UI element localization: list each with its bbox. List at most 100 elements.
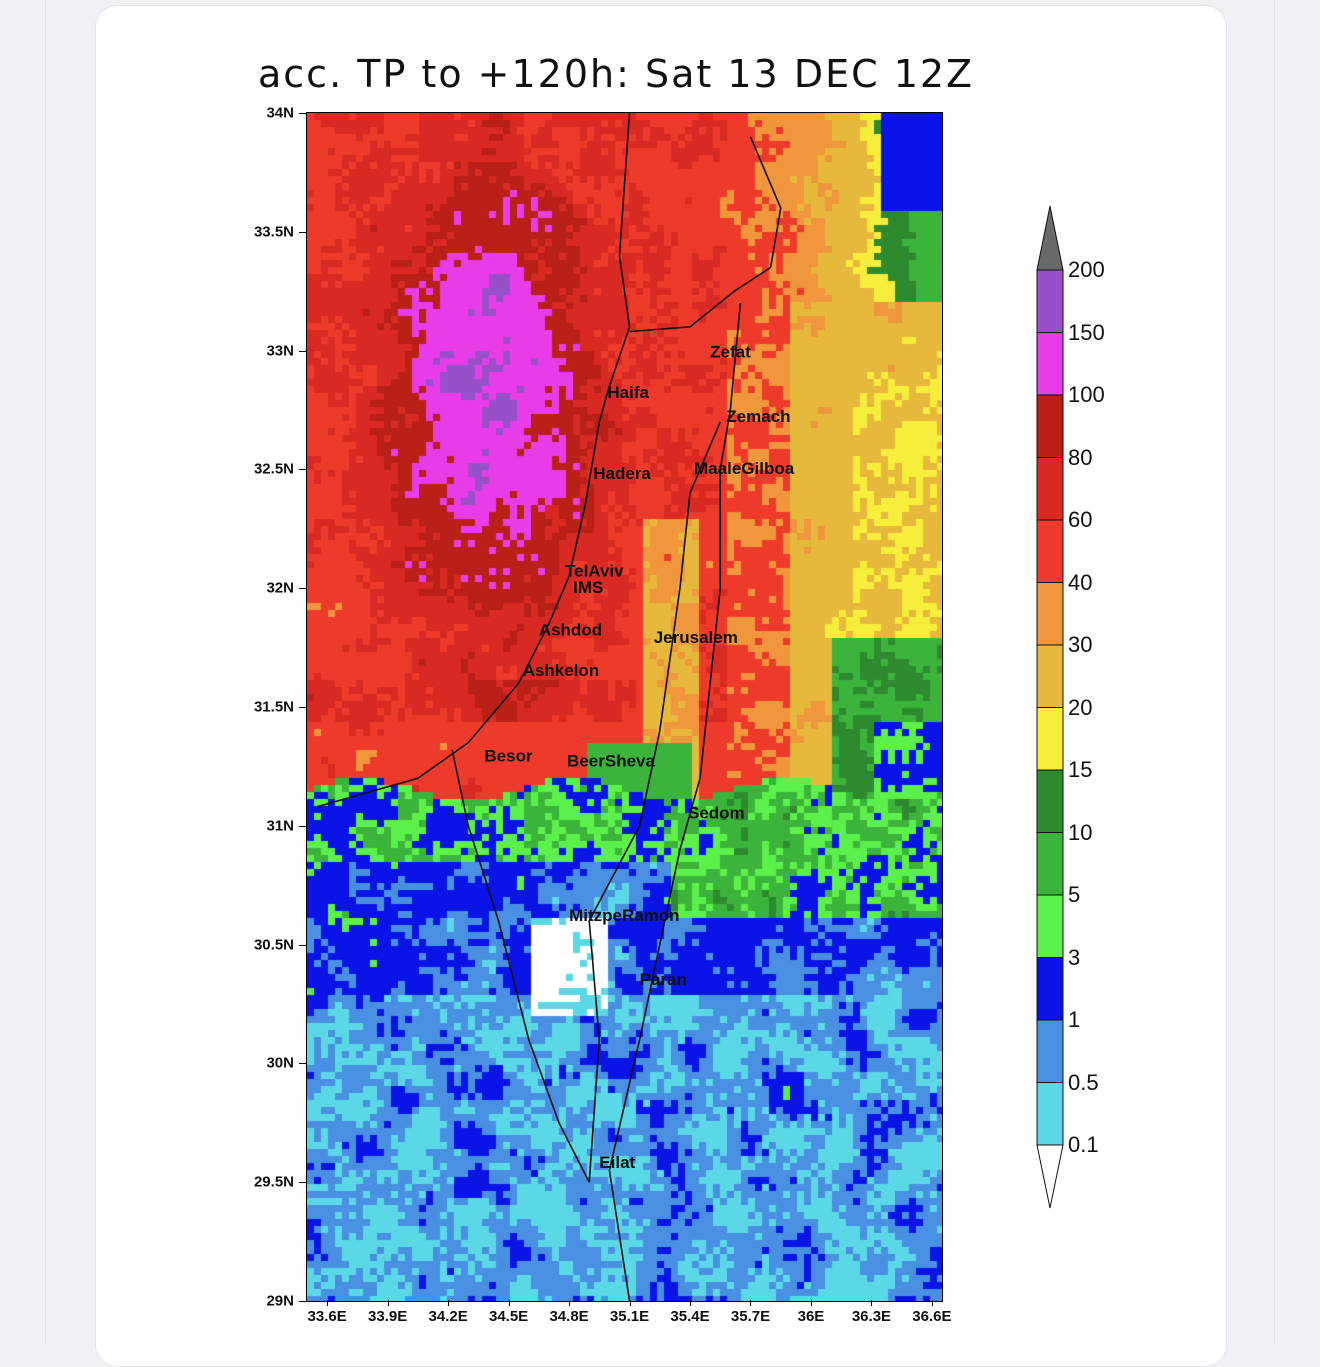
lat-tick-label: 30.5N — [253, 936, 294, 954]
colorbar-bin — [1036, 1082, 1064, 1146]
colorbar-bin — [1036, 582, 1064, 646]
lat-tick — [299, 231, 306, 233]
colorbar-bin — [1036, 332, 1064, 396]
lon-tick — [569, 1300, 571, 1306]
lon-tick-label: 34.2E — [428, 1308, 468, 1325]
city-label: Jerusalem — [654, 628, 738, 647]
lat-tick — [299, 707, 306, 708]
lat-tick-label: 32N — [266, 579, 294, 597]
lon-tick-label: 35.1E — [609, 1308, 650, 1325]
colorbar-level-label: 60 — [1068, 507, 1093, 532]
colorbar-bin — [1036, 519, 1064, 583]
colorbar-level-label: 150 — [1068, 319, 1105, 345]
colorbar-bin — [1036, 957, 1064, 1021]
colorbar-level-label: 5 — [1068, 882, 1081, 907]
colorbar-level-label: 80 — [1068, 444, 1093, 470]
colorbar-bin — [1036, 1019, 1064, 1083]
lat-tick — [299, 1301, 306, 1302]
lon-tick — [810, 1300, 812, 1306]
colorbar-bin — [1036, 769, 1064, 833]
precipitation-map: Zefat Haifa Zemach Hadera MaaleGilboa TelAviv… — [307, 112, 942, 1302]
lat-tick-label: 34N — [266, 104, 294, 122]
lon-tick — [448, 1300, 450, 1306]
lon-tick-label: 34.5E — [488, 1308, 529, 1325]
borders-and-cities-overlay: Zefat Haifa Zemach Hadera MaaleGilboa TelAviv… — [316, 112, 795, 1302]
colorbar-level-label: 30 — [1068, 632, 1093, 657]
city-label: Hadera — [593, 464, 651, 483]
lon-tick-label: 33.9E — [368, 1308, 408, 1325]
lat-tick-label: 29N — [266, 1292, 294, 1310]
city-label: TelAviv — [565, 561, 624, 580]
city-label: Sedom — [688, 804, 745, 823]
colorbar-level-label: 10 — [1068, 819, 1093, 845]
lon-tick — [629, 1300, 631, 1306]
lat-tick-label: 33.5N — [253, 223, 294, 241]
lat-tick-label: 31.5N — [253, 698, 294, 716]
colorbar-level-label: 200 — [1068, 257, 1105, 282]
lon-tick — [327, 1300, 329, 1306]
lat-tick — [299, 113, 306, 114]
colorbar-level-label: 20 — [1068, 694, 1093, 720]
city-label: BeerSheva — [567, 751, 655, 770]
city-label: Ashkelon — [523, 661, 600, 680]
city-label: Zefat — [710, 343, 751, 362]
lon-tick — [750, 1300, 752, 1306]
city-label: Besor — [484, 747, 533, 766]
colorbar-bin — [1036, 269, 1064, 333]
colorbar-bin — [1036, 707, 1064, 771]
colorbar-level-label: 100 — [1068, 382, 1105, 407]
eastern-border-line — [608, 303, 742, 1302]
city-label: MaaleGilboa — [694, 459, 795, 478]
coastline-line — [316, 112, 631, 808]
city-label: Paran — [640, 970, 687, 989]
colorbar-bin — [1036, 644, 1064, 708]
page-edge-right — [1274, 0, 1275, 1344]
colorbar-bin — [1036, 394, 1064, 458]
colorbar-bin — [1036, 832, 1064, 896]
lat-tick — [299, 944, 306, 946]
city-label: Ashdod — [539, 621, 602, 640]
lon-tick — [387, 1300, 389, 1306]
lon-tick-label: 35.4E — [670, 1308, 710, 1325]
lon-tick — [931, 1300, 933, 1306]
lat-tick — [299, 1182, 306, 1184]
colorbar-level-label: 0.1 — [1068, 1132, 1099, 1157]
lon-tick — [508, 1300, 510, 1306]
colorbar-bin — [1036, 894, 1064, 958]
lat-tick — [299, 825, 306, 827]
city-label: Zemach — [726, 407, 790, 426]
lon-tick-label: 34.8E — [549, 1308, 589, 1325]
city-label: Eilat — [599, 1153, 635, 1172]
city-label: MitzpeRamon — [569, 906, 680, 925]
colorbar-level-label: 15 — [1068, 757, 1093, 782]
lon-tick-label: 35.7E — [730, 1308, 771, 1325]
lat-tick — [299, 469, 306, 471]
western-border-line — [451, 749, 590, 1183]
map-title: acc. TP to +120h: Sat 13 DEC 12Z — [258, 52, 975, 96]
lon-tick-label: 36.3E — [851, 1308, 892, 1325]
jordan-valley-line — [588, 421, 721, 1183]
lat-tick-label: 32.5N — [253, 460, 294, 478]
colorbar-bin — [1036, 457, 1064, 521]
lon-tick — [871, 1300, 873, 1306]
lon-tick-label: 36E — [797, 1308, 825, 1325]
lat-tick-label: 31N — [266, 817, 294, 835]
city-label: Haifa — [607, 383, 649, 402]
city-label: IMS — [573, 578, 603, 597]
lat-tick — [299, 1063, 306, 1065]
lat-tick-label: 33N — [266, 342, 294, 360]
page-edge-left — [45, 0, 46, 1344]
colorbar-level-label: 3 — [1068, 944, 1081, 970]
lon-tick-label: 36.6E — [912, 1308, 952, 1325]
colorbar-level-label: 0.5 — [1068, 1069, 1099, 1095]
lat-tick-label: 29.5N — [253, 1173, 294, 1191]
lat-tick — [299, 588, 306, 590]
colorbar — [1036, 205, 1064, 1209]
colorbar-level-label: 1 — [1068, 1007, 1081, 1032]
northern-border-line — [629, 136, 782, 333]
lat-tick-label: 30N — [266, 1054, 294, 1072]
colorbar-bottom-triangle — [1036, 1144, 1064, 1209]
colorbar-level-label: 40 — [1068, 569, 1093, 595]
lon-tick-label: 33.6E — [307, 1308, 347, 1325]
lon-tick — [690, 1300, 692, 1306]
